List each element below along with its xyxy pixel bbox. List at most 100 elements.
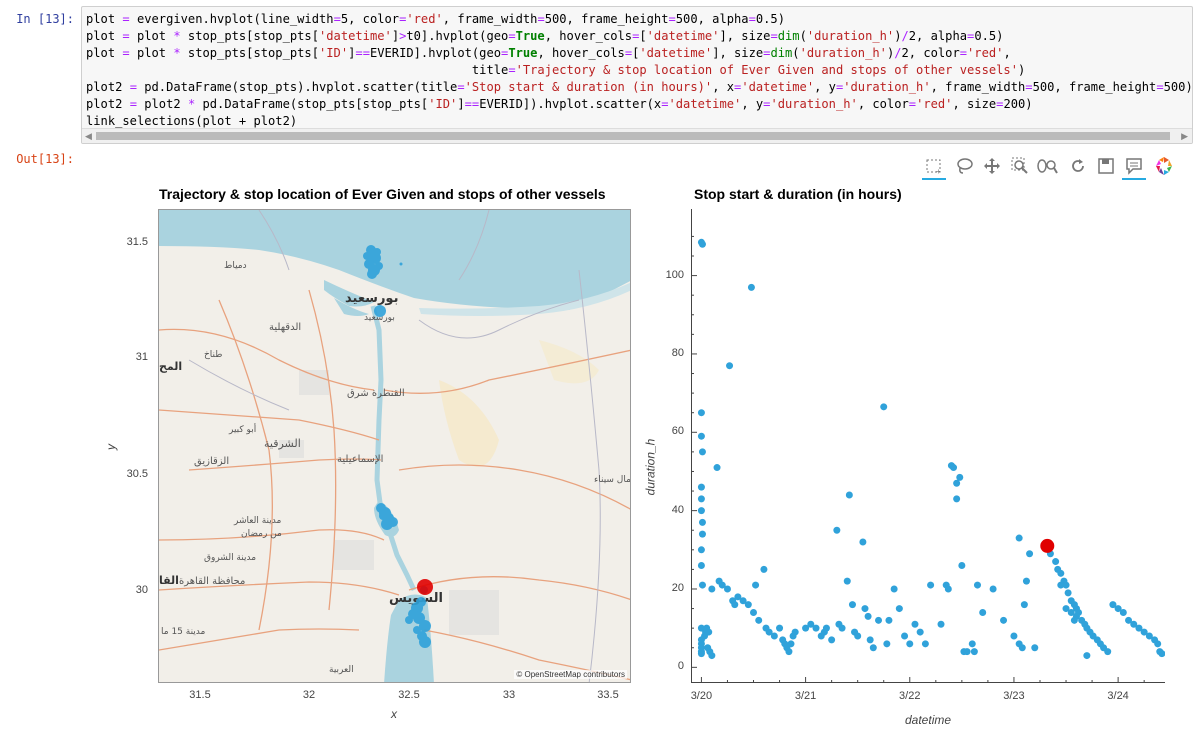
scatter-point xyxy=(752,581,760,589)
scatter-point xyxy=(697,483,705,491)
scatter-point xyxy=(956,473,964,481)
scatter-point xyxy=(970,648,978,656)
ever-given-stop xyxy=(417,579,433,595)
code-cell[interactable]: plot = evergiven.hvplot(line_width=5, co… xyxy=(81,6,1193,144)
label-suez: السويس xyxy=(389,591,443,606)
scatter-point xyxy=(1104,648,1112,656)
map-ylabel: y xyxy=(104,444,118,450)
scatter-point xyxy=(698,530,706,538)
scatter-point xyxy=(1062,605,1070,613)
pan-icon[interactable] xyxy=(980,154,1004,178)
scatter-point xyxy=(968,640,976,648)
scatter-point xyxy=(708,585,716,593)
scatter-point xyxy=(1026,550,1034,558)
scatter-point xyxy=(1083,652,1091,660)
lasso-select-icon[interactable] xyxy=(952,154,976,178)
scatter-point xyxy=(697,495,705,503)
scatter-point xyxy=(885,616,893,624)
scatter-point xyxy=(864,612,872,620)
scatter-point xyxy=(880,403,888,411)
suez-canal xyxy=(370,305,417,592)
scatter-y-tick-label: 80 xyxy=(671,346,684,359)
box-zoom-icon[interactable] xyxy=(1008,154,1032,178)
scatter-point xyxy=(953,495,961,503)
scatter-point xyxy=(713,464,721,472)
stop-point xyxy=(375,262,383,270)
stop-point xyxy=(405,616,413,624)
scatter-plot-title: Stop start & duration (in hours) xyxy=(694,186,902,202)
scatter-point xyxy=(1018,644,1026,652)
reset-icon[interactable] xyxy=(1066,154,1090,178)
stop-point xyxy=(363,252,371,260)
scatter-point xyxy=(890,585,898,593)
ever-given-point xyxy=(1040,538,1055,553)
scatter-point xyxy=(747,283,755,291)
scroll-right-icon[interactable]: ▶ xyxy=(1181,131,1188,141)
scatter-point xyxy=(1125,616,1133,624)
scatter-point xyxy=(1130,620,1138,628)
scatter-point xyxy=(875,616,883,624)
label-cairo-gov: محافظة القاهرة xyxy=(179,576,245,587)
save-icon[interactable] xyxy=(1094,154,1118,178)
scroll-left-icon[interactable]: ◀ xyxy=(85,131,92,141)
scatter-point xyxy=(697,561,705,569)
scatter-point xyxy=(697,409,705,417)
scatter-plot[interactable] xyxy=(691,209,1165,683)
map-y-tick: 31 xyxy=(135,351,148,363)
stop-point xyxy=(388,517,398,527)
label-ismailia: الإسماعيلية xyxy=(337,454,383,465)
scatter-point xyxy=(760,565,768,573)
label-port-said-2: بورسعيد xyxy=(364,313,395,323)
scatter-point xyxy=(979,608,987,616)
map-view[interactable]: بورسعيد بورسعيد دمياط الدقهلية طناخ المح… xyxy=(158,209,631,683)
scatter-point xyxy=(845,491,853,499)
map-plot-title: Trajectory & stop location of Ever Given… xyxy=(159,186,606,202)
stop-point xyxy=(399,262,403,266)
scatter-point xyxy=(1145,632,1153,640)
scatter-point xyxy=(921,640,929,648)
label-sharqia: الشرقية xyxy=(264,437,301,450)
label-shorouk: مدينة الشروق xyxy=(204,553,256,563)
map-x-tick: 32 xyxy=(302,689,316,701)
scatter-point xyxy=(708,652,716,660)
scatter-point xyxy=(973,581,981,589)
label-tenth-ramadan-2: من رمضان xyxy=(241,529,282,539)
label-qantara: القنطرة شرق xyxy=(347,388,405,399)
box-select-icon[interactable]: + xyxy=(922,154,946,180)
scatter-point xyxy=(1010,632,1018,640)
scatter-point xyxy=(1020,601,1028,609)
horizontal-scrollbar[interactable]: ◀ ▶ xyxy=(82,128,1192,143)
scatter-point xyxy=(833,526,841,534)
map-attribution[interactable]: © OpenStreetMap contributors xyxy=(514,670,627,679)
stop-point xyxy=(413,626,421,634)
scatter-point xyxy=(1062,581,1070,589)
hover-icon[interactable] xyxy=(1122,154,1146,180)
scatter-point xyxy=(911,620,919,628)
scatter-point xyxy=(698,518,706,526)
scatter-point xyxy=(838,624,846,632)
scatter-point xyxy=(731,601,739,609)
scatter-x-tick-label: 3/24 xyxy=(1107,690,1129,702)
map-x-tick: 33.5 xyxy=(597,689,619,701)
label-15-may: مدينة 15 ما xyxy=(161,627,206,637)
map-xlabel: x xyxy=(391,707,397,721)
wheel-zoom-icon[interactable] xyxy=(1036,154,1060,178)
map-x-tick: 33 xyxy=(502,689,516,701)
scrollbar-thumb[interactable] xyxy=(96,132,1170,140)
scatter-point xyxy=(854,632,862,640)
scatter-point xyxy=(963,648,971,656)
scatter-point xyxy=(916,628,924,636)
code-editor[interactable]: plot = evergiven.hvplot(line_width=5, co… xyxy=(86,12,1193,128)
scatter-point xyxy=(807,620,815,628)
scatter-point xyxy=(1072,612,1080,620)
label-dakahlia: الدقهلية xyxy=(269,322,301,333)
scatter-point xyxy=(944,585,952,593)
scatter-point xyxy=(718,581,726,589)
scatter-y-tick-label: 60 xyxy=(671,425,684,438)
scatter-point xyxy=(859,538,867,546)
scatter-point xyxy=(895,605,903,613)
bokeh-logo-icon[interactable] xyxy=(1152,154,1176,178)
scatter-point xyxy=(734,593,742,601)
svg-text:+: + xyxy=(936,167,941,175)
scatter-point xyxy=(802,624,810,632)
